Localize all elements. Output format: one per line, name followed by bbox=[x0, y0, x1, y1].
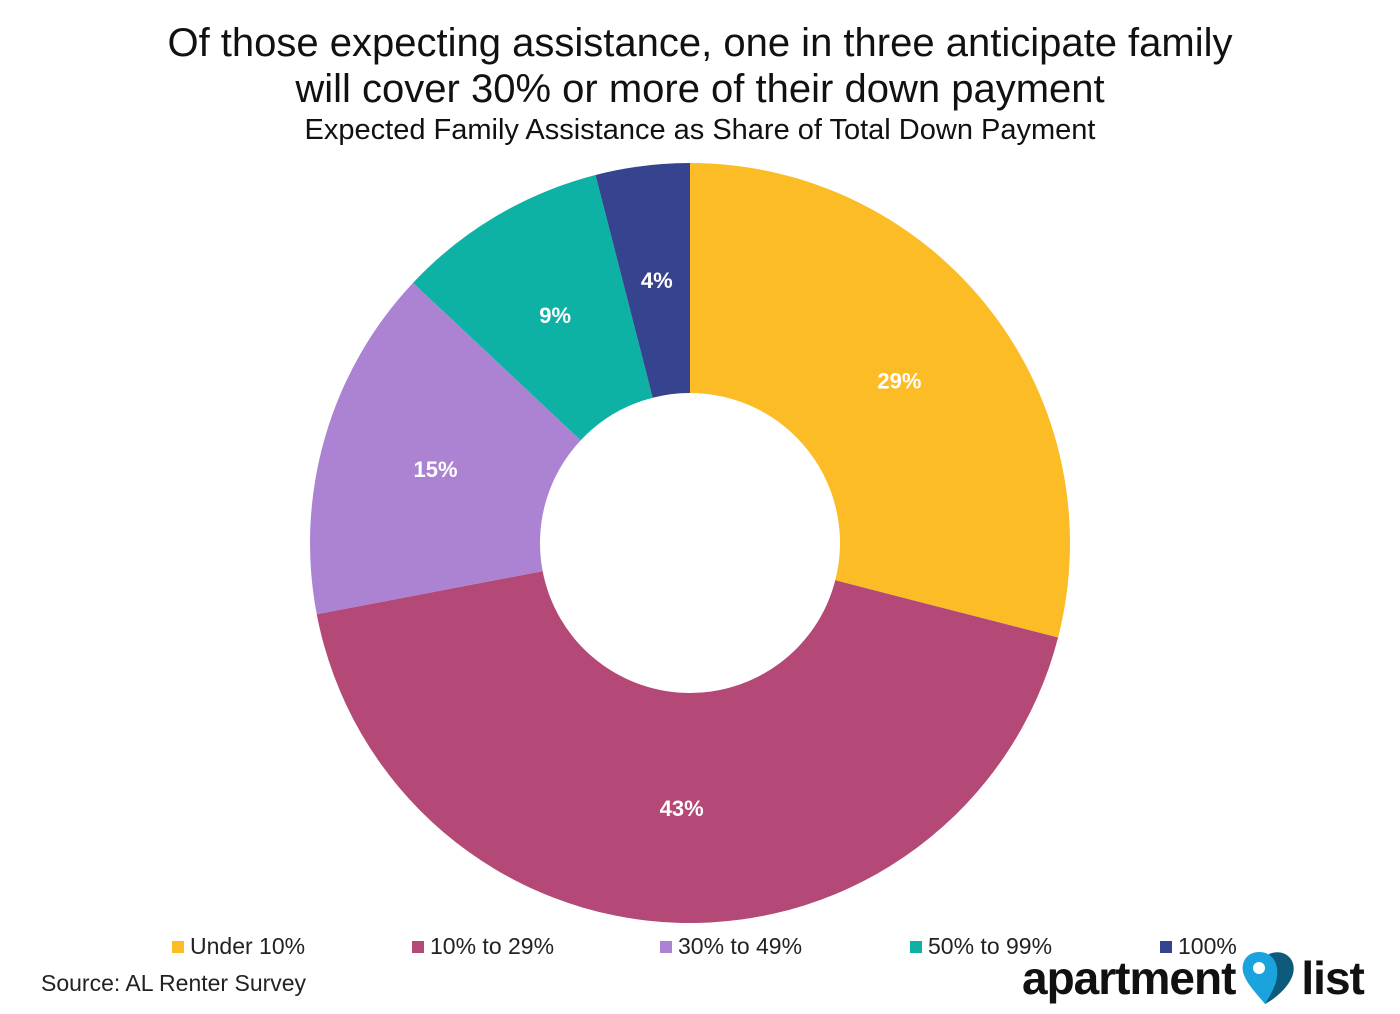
legend-swatch bbox=[660, 940, 672, 953]
map-pin-heart-icon bbox=[1243, 952, 1295, 1004]
legend-item: 100% bbox=[1160, 933, 1237, 960]
slice-under-10- bbox=[690, 163, 1070, 638]
legend-item: 30% to 49% bbox=[660, 933, 802, 960]
legend-label: Under 10% bbox=[190, 933, 306, 959]
source-note: Source: AL Renter Survey bbox=[41, 970, 307, 996]
legend-label: 50% to 99% bbox=[928, 933, 1053, 959]
slice-100- bbox=[595, 163, 690, 398]
legend-label: 100% bbox=[1178, 933, 1237, 959]
legend-item: 10% to 29% bbox=[412, 933, 554, 960]
chart-title-line-2: will cover 30% or more of their down pay… bbox=[295, 67, 1105, 111]
legend-swatch bbox=[172, 940, 184, 953]
slice-50-to-99- bbox=[412, 174, 653, 441]
chart-title: Of those expecting assistance, one in th… bbox=[0, 20, 1400, 112]
legend-swatch bbox=[412, 940, 424, 953]
apartment-list-logo: apartment list bbox=[1022, 950, 1365, 1006]
data-label: 43% bbox=[660, 796, 704, 821]
data-label: 29% bbox=[877, 369, 921, 394]
logo-text-right: list bbox=[1301, 952, 1364, 1004]
legend-item: 50% to 99% bbox=[910, 933, 1052, 960]
chart-subtitle: Expected Family Assistance as Share of T… bbox=[304, 114, 1096, 146]
slice-10-to-29- bbox=[316, 571, 1059, 924]
slice-30-to-49- bbox=[310, 282, 581, 615]
data-label: 9% bbox=[539, 303, 571, 328]
chart-title-line-1: Of those expecting assistance, one in th… bbox=[167, 21, 1233, 65]
legend-label: 30% to 49% bbox=[678, 933, 803, 959]
legend-label: 10% to 29% bbox=[430, 933, 555, 959]
data-label: 15% bbox=[413, 457, 457, 482]
logo-text-left: apartment bbox=[1022, 952, 1236, 1004]
legend-swatch bbox=[1160, 940, 1172, 953]
legend-item: Under 10% bbox=[172, 933, 305, 960]
data-label: 4% bbox=[641, 268, 673, 293]
legend-swatch bbox=[910, 940, 922, 953]
donut-chart: 29% 43% 15% 9% 4% bbox=[310, 163, 1070, 924]
